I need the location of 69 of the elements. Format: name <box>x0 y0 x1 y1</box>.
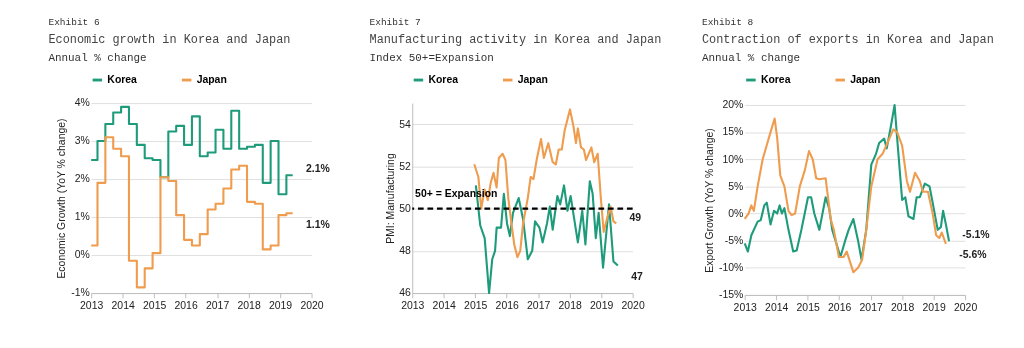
y-tick-label: -5% <box>724 235 744 247</box>
y-tick-label: 46 <box>399 287 412 299</box>
y-tick-label: 5% <box>728 180 744 192</box>
x-tick-label: 2015 <box>143 299 167 311</box>
y-tick-label: 48 <box>399 245 412 257</box>
line-series <box>743 117 947 274</box>
x-tick-label: 2018 <box>237 299 261 311</box>
y-tick-label: 52 <box>399 160 412 172</box>
x-tick-label: 2016 <box>174 299 198 311</box>
chart-subtitle: Index 50+=Expansion <box>369 52 494 65</box>
x-tick-label: 2017 <box>859 301 883 313</box>
y-tick-label: 2% <box>74 173 90 185</box>
legend-label: Korea <box>428 73 459 85</box>
annotation: 1.1% <box>305 218 330 230</box>
x-tick-label: 2015 <box>464 299 488 311</box>
chart-title: Economic growth in Korea and Japan <box>48 33 291 48</box>
y-tick-label: 0% <box>74 249 90 261</box>
x-tick-label: 2019 <box>590 299 614 311</box>
y-tick-label: 50 <box>399 202 412 214</box>
y-tick-label: 3% <box>74 135 90 147</box>
annotation: 47 <box>631 270 643 282</box>
x-tick-label: 2020 <box>300 299 324 311</box>
y-tick-label: 10% <box>722 153 744 165</box>
line-series <box>743 103 951 261</box>
x-tick-label: 2019 <box>268 299 293 311</box>
x-tick-label: 2018 <box>891 301 915 313</box>
y-axis-title: Export Growth (YoY % change) <box>704 128 716 273</box>
x-tick-label: 2018 <box>558 299 582 311</box>
y-tick-label: 1% <box>74 211 90 223</box>
annotation: -5.6% <box>959 249 987 261</box>
x-tick-label: 2014 <box>765 301 789 313</box>
chart-subtitle: Annual % change <box>48 52 147 65</box>
text: Exhibit 8 <box>701 17 754 29</box>
text: Exhibit 6 <box>48 17 100 29</box>
x-tick-label: 2016 <box>828 301 852 313</box>
x-tick-label: 2013 <box>401 299 425 311</box>
y-tick-label: -10% <box>718 262 744 274</box>
legend-label: Japan <box>196 73 227 85</box>
legend-label: Japan <box>517 73 548 85</box>
chart-subtitle: Annual % change <box>701 52 801 65</box>
annotation: 2.1% <box>305 163 330 175</box>
y-tick-label: 54 <box>399 118 412 130</box>
x-tick-label: 2019 <box>922 301 946 313</box>
x-tick-label: 2017 <box>205 299 230 311</box>
annotation: -5.1% <box>962 229 990 241</box>
chart-title: Contraction of exports in Korea and Japan <box>701 33 994 48</box>
x-tick-label: 2017 <box>527 299 551 311</box>
annotation: 49 <box>629 211 642 223</box>
x-tick-label: 2014 <box>111 299 135 311</box>
y-axis-title: PMI: Manufacturing <box>384 153 396 244</box>
legend-label: Japan <box>850 73 881 85</box>
text: Exhibit 7 <box>369 17 421 29</box>
y-axis-title: Economic Growth (YoY % change) <box>56 118 68 279</box>
x-tick-label: 2015 <box>796 301 820 313</box>
x-tick-label: 2016 <box>495 299 519 311</box>
y-tick-label: 4% <box>74 97 90 109</box>
x-tick-label: 2020 <box>621 299 645 311</box>
y-tick-label: -1% <box>71 287 90 299</box>
y-tick-label: -15% <box>718 289 744 301</box>
chart-title: Manufacturing activity in Korea and Japan <box>369 33 662 48</box>
y-tick-label: 20% <box>722 99 744 111</box>
legend-label: Korea <box>107 73 138 85</box>
x-tick-label: 2014 <box>432 299 457 311</box>
y-tick-label: 15% <box>722 126 744 138</box>
legend-label: Korea <box>760 73 791 85</box>
x-tick-label: 2013 <box>733 301 757 313</box>
x-tick-label: 2020 <box>953 301 978 313</box>
y-tick-label: 0% <box>728 207 744 219</box>
x-tick-label: 2013 <box>80 299 104 311</box>
